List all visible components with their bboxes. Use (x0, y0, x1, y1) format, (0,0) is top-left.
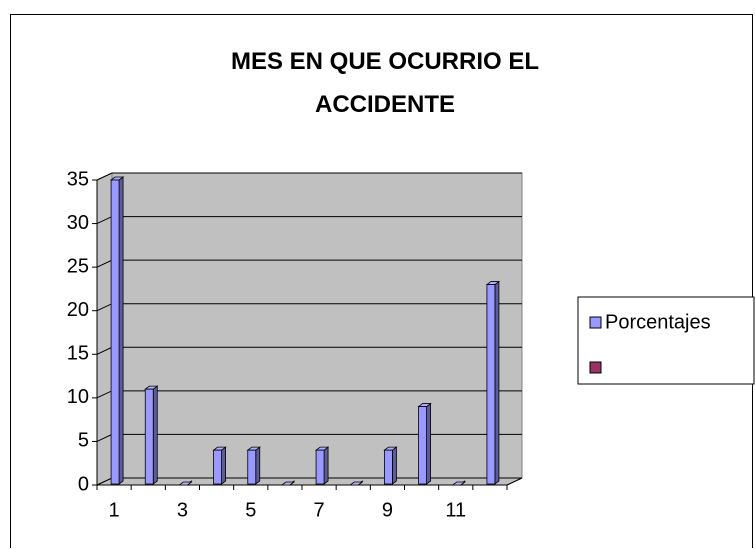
legend-swatch (589, 361, 602, 374)
bar-side (255, 446, 261, 485)
bar-top (349, 481, 364, 486)
bar-top (451, 481, 466, 486)
bar-side (221, 446, 226, 485)
x-axis-depth (506, 477, 523, 486)
bar (144, 388, 154, 485)
bar-side (494, 280, 500, 485)
y-tick-label: 5 (78, 430, 89, 452)
legend-box (577, 296, 755, 385)
bar (315, 449, 325, 485)
y-tick-label: 35 (67, 168, 89, 190)
chart-frame (10, 14, 753, 548)
grid-line (96, 172, 522, 181)
x-tick-label: 5 (245, 499, 256, 521)
y-tick-label: 20 (67, 299, 89, 321)
y-tick-label: 0 (78, 473, 89, 495)
chart-title: MES EN QUE OCURRIO EL ACCIDENTE (230, 48, 540, 118)
bar (213, 449, 222, 485)
bar-side (323, 446, 329, 485)
bar-side (392, 446, 397, 485)
back-wall (111, 172, 523, 479)
bar (418, 406, 427, 485)
legend-swatch (589, 316, 602, 329)
bar-side (118, 176, 124, 485)
bar (110, 179, 120, 485)
y-tick-label: 10 (67, 386, 89, 408)
bar-side (152, 385, 158, 485)
x-tick-label: 7 (314, 499, 325, 521)
x-tick-label: 3 (177, 499, 188, 521)
y-tick-label: 30 (67, 212, 89, 234)
x-tick-label: 9 (382, 499, 393, 521)
legend-label: Porcentajes (605, 311, 711, 333)
bar (486, 284, 496, 485)
bar-side (426, 402, 431, 485)
bar-top (178, 481, 193, 486)
x-tick-label: 11 (445, 499, 466, 521)
x-tick-label: 1 (109, 499, 120, 521)
bar-top (280, 481, 296, 486)
y-tick-label: 25 (67, 255, 89, 277)
bar (384, 449, 393, 485)
y-tick-label: 15 (67, 343, 89, 365)
bar (247, 449, 257, 485)
